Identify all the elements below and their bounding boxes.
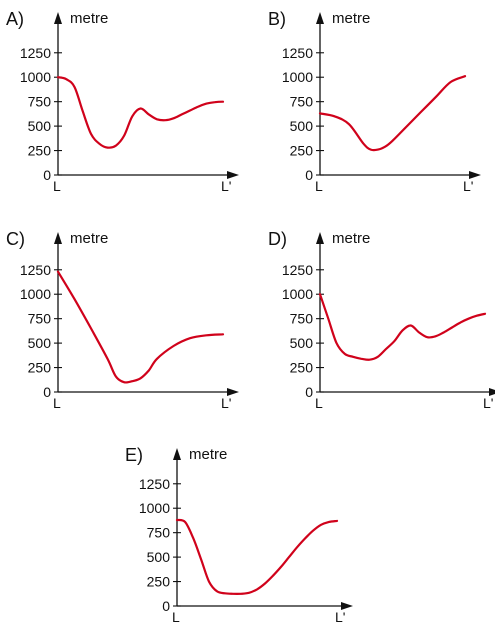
y-tick-label: 750 [28, 94, 52, 110]
y-tick-label: 500 [290, 335, 314, 351]
x-axis-end-label: L' [221, 178, 231, 194]
x-axis-arrow-icon [227, 171, 239, 179]
x-axis-arrow-icon [489, 388, 495, 396]
y-tick-label: 0 [43, 384, 51, 400]
chart-panel: E) metre 0 250 500 750 1000 1250 L L' [125, 445, 353, 624]
option-label: B) [268, 9, 286, 29]
x-axis-start-label: L [315, 395, 323, 411]
chart-panel: C) metre 0 250 500 750 1000 1250 L L' [6, 229, 239, 411]
y-axis-label: metre [189, 446, 227, 463]
y-axis-label: metre [332, 230, 370, 247]
y-tick-label: 1000 [20, 286, 51, 302]
y-tick-label: 500 [28, 335, 52, 351]
chart-panel: A) metre 0 250 500 750 1000 1250 L L' [6, 9, 239, 194]
y-tick-label: 250 [28, 143, 52, 159]
y-axis-arrow-icon [54, 232, 62, 244]
chart-panel: D) metre 0 250 500 750 1000 1250 L L' [268, 229, 495, 411]
x-axis-arrow-icon [227, 388, 239, 396]
x-axis-end-label: L' [483, 395, 493, 411]
y-axis-label: metre [70, 10, 108, 27]
y-tick-label: 500 [28, 118, 52, 134]
y-tick-label: 250 [290, 143, 314, 159]
elevation-profile-line [318, 75, 467, 152]
x-axis-start-label: L [53, 178, 61, 194]
y-tick-label: 1250 [282, 45, 313, 61]
x-axis-start-label: L [172, 609, 180, 624]
y-axis-arrow-icon [316, 12, 324, 24]
y-axis-label: metre [70, 230, 108, 247]
y-tick-label: 0 [305, 384, 313, 400]
y-tick-label: 1250 [282, 262, 313, 278]
y-tick-label: 250 [28, 360, 52, 376]
y-tick-label: 1250 [20, 262, 51, 278]
y-tick-label: 750 [28, 311, 52, 327]
y-tick-label: 500 [290, 118, 314, 134]
elevation-profile-line [175, 518, 339, 595]
y-tick-label: 500 [147, 549, 171, 565]
y-tick-label: 0 [305, 167, 313, 183]
y-tick-label: 250 [147, 574, 171, 590]
x-axis-arrow-icon [469, 171, 481, 179]
y-axis-arrow-icon [316, 232, 324, 244]
option-label: E) [125, 445, 143, 465]
x-axis-arrow-icon [341, 602, 353, 610]
chart-panel: B) metre 0 250 500 750 1000 1250 L L' [268, 9, 481, 194]
option-label: C) [6, 229, 25, 249]
y-axis-arrow-icon [173, 448, 181, 460]
x-axis-end-label: L' [463, 178, 473, 194]
x-axis-end-label: L' [221, 395, 231, 411]
y-tick-label: 1250 [139, 476, 170, 492]
y-axis-arrow-icon [54, 12, 62, 24]
y-tick-label: 750 [147, 525, 171, 541]
elevation-profile-line [56, 270, 225, 384]
y-tick-label: 1000 [282, 286, 313, 302]
y-tick-label: 750 [290, 94, 314, 110]
x-axis-end-label: L' [335, 609, 345, 624]
y-axis-label: metre [332, 10, 370, 27]
y-tick-label: 250 [290, 360, 314, 376]
y-tick-label: 0 [162, 598, 170, 614]
option-label: D) [268, 229, 287, 249]
y-tick-label: 1000 [139, 500, 170, 516]
y-tick-label: 750 [290, 311, 314, 327]
x-axis-start-label: L [53, 395, 61, 411]
elevation-profile-line [56, 76, 225, 149]
y-tick-label: 1250 [20, 45, 51, 61]
y-tick-label: 1000 [282, 69, 313, 85]
x-axis-start-label: L [315, 178, 323, 194]
y-tick-label: 1000 [20, 69, 51, 85]
option-label: A) [6, 9, 24, 29]
elevation-profile-line [318, 293, 487, 361]
y-tick-label: 0 [43, 167, 51, 183]
